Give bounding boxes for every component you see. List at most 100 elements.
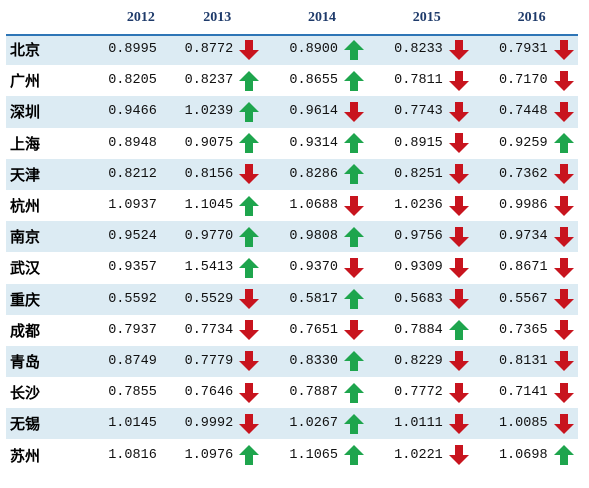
trend-cell <box>444 377 474 409</box>
trend-cell <box>444 314 474 346</box>
arrow-up-icon <box>340 39 368 61</box>
arrow-down-icon <box>550 288 578 310</box>
value-cell: 0.8655 <box>263 65 340 97</box>
value-cell: 1.0236 <box>368 189 445 222</box>
arrow-up-icon <box>235 132 263 154</box>
table-row: 重庆 0.5592 0.5529 0.5817 0.5683 0.5567 <box>6 283 578 315</box>
value-cell: 0.9370 <box>263 252 340 284</box>
table-row: 武汉 0.9357 1.5413 0.9370 0.9309 0.8671 <box>6 252 578 284</box>
header-year: 2014 <box>308 10 336 25</box>
trend-cell <box>235 283 264 315</box>
trend-cell <box>549 252 578 284</box>
trend-cell <box>549 158 578 190</box>
value-cell: 0.9614 <box>263 96 340 128</box>
value-cell: 1.0239 <box>158 96 236 128</box>
value-cell: 0.7884 <box>368 314 445 346</box>
value-cell: 0.7855 <box>82 377 159 409</box>
table-body: 北京 0.8995 0.8772 0.8900 0.8233 0.7931 广州 0.8205… <box>6 34 578 471</box>
trend-cell <box>549 314 578 346</box>
value-cell: 0.7170 <box>473 65 550 97</box>
arrow-up-icon <box>235 195 263 217</box>
city-name-cell: 苏州 <box>6 439 83 471</box>
value-cell: 0.8995 <box>82 34 159 66</box>
trend-cell <box>549 439 578 471</box>
arrow-down-icon <box>550 226 578 248</box>
arrow-up-icon <box>340 163 368 185</box>
table-header: 2012 2013 2014 2015 2016 <box>6 2 578 34</box>
value-cell: 0.7362 <box>473 158 550 190</box>
arrow-up-icon <box>340 226 368 248</box>
arrow-down-icon <box>235 350 263 372</box>
trend-cell <box>444 127 474 159</box>
trend-cell <box>444 96 474 128</box>
table-row: 深圳 0.9466 1.0239 0.9614 0.7743 0.7448 <box>6 96 578 128</box>
value-cell: 0.7779 <box>158 345 236 378</box>
value-cell: 0.8229 <box>368 345 445 378</box>
trend-cell <box>444 439 474 471</box>
trend-cell <box>444 158 474 190</box>
trend-cell <box>235 127 264 159</box>
table-row: 无锡 1.0145 0.9992 1.0267 1.0111 1.0085 <box>6 408 578 440</box>
arrow-up-icon <box>340 288 368 310</box>
arrow-down-icon <box>445 195 473 217</box>
trend-cell <box>444 221 474 253</box>
value-cell: 0.9314 <box>263 127 340 159</box>
trend-cell <box>444 189 474 222</box>
arrow-down-icon <box>445 444 473 466</box>
trend-cell <box>340 252 369 284</box>
header-year: 2012 <box>126 10 155 25</box>
value-cell: 0.7937 <box>82 314 159 346</box>
city-index-table: 2012 2013 2014 2015 2016 北京 0.8995 0.8772 0… <box>6 2 578 471</box>
trend-cell <box>340 34 369 66</box>
value-cell: 0.8900 <box>263 34 340 66</box>
value-cell: 0.7734 <box>158 314 236 346</box>
value-cell: 0.7931 <box>473 34 550 66</box>
arrow-down-icon <box>340 319 368 341</box>
value-cell: 0.7646 <box>158 377 236 409</box>
header-year: 2016 <box>517 10 546 25</box>
table-row: 青岛 0.8749 0.7779 0.8330 0.8229 0.8131 <box>6 345 578 378</box>
value-cell: 0.8330 <box>263 345 340 378</box>
city-name-cell: 深圳 <box>6 96 83 128</box>
trend-cell <box>444 345 474 378</box>
arrow-up-icon <box>235 101 263 123</box>
trend-cell <box>235 408 264 440</box>
trend-cell <box>235 96 264 128</box>
arrow-up-icon <box>235 444 263 466</box>
value-cell: 0.5567 <box>473 283 550 315</box>
header-corner <box>6 2 82 34</box>
city-name-cell: 天津 <box>6 158 83 190</box>
arrow-down-icon <box>550 413 578 435</box>
trend-cell <box>340 314 369 346</box>
trend-cell <box>340 221 369 253</box>
arrow-up-icon <box>340 413 368 435</box>
city-name-cell: 广州 <box>6 65 83 97</box>
arrow-down-icon <box>445 163 473 185</box>
header-spacer <box>550 2 578 34</box>
value-cell: 0.8212 <box>82 158 159 190</box>
value-cell: 0.7651 <box>263 314 340 346</box>
value-cell: 1.0085 <box>473 408 550 440</box>
value-cell: 0.8156 <box>158 158 236 190</box>
table-row: 北京 0.8995 0.8772 0.8900 0.8233 0.7931 <box>6 34 578 66</box>
city-name-cell: 无锡 <box>6 408 83 440</box>
trend-cell <box>549 408 578 440</box>
value-cell: 1.0816 <box>82 439 159 471</box>
trend-cell <box>235 158 264 190</box>
arrow-up-icon <box>340 444 368 466</box>
arrow-down-icon <box>445 101 473 123</box>
trend-cell <box>340 65 369 97</box>
header-row: 2012 2013 2014 2015 2016 <box>6 2 578 34</box>
trend-cell <box>444 65 474 97</box>
value-cell: 1.1065 <box>263 439 340 471</box>
table-row: 长沙 0.7855 0.7646 0.7887 0.7772 0.7141 <box>6 377 578 409</box>
value-cell: 0.8205 <box>82 65 159 97</box>
value-cell: 0.5592 <box>82 283 159 315</box>
trend-cell <box>444 252 474 284</box>
arrow-down-icon <box>550 101 578 123</box>
value-cell: 0.9808 <box>263 221 340 253</box>
arrow-down-icon <box>445 350 473 372</box>
arrow-up-icon <box>235 70 263 92</box>
arrow-down-icon <box>340 101 368 123</box>
